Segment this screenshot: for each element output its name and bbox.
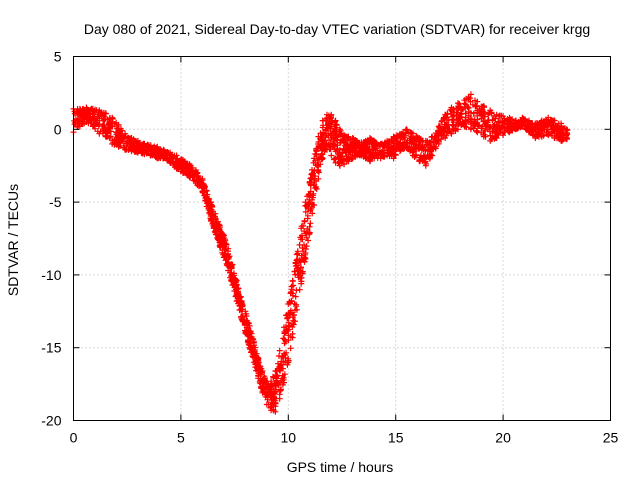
- x-tick-label: 20: [495, 430, 511, 446]
- axis-ticks: 0 5 10 15 20 25 5 0 -5 -10 -15 -20: [41, 49, 618, 446]
- y-tick-label: -20: [41, 413, 61, 429]
- x-tick-label: 25: [603, 430, 619, 446]
- y-tick-label: -10: [41, 267, 61, 283]
- x-axis-label: GPS time / hours: [287, 459, 394, 475]
- plot-frame: [73, 56, 611, 421]
- x-tick-label: 10: [281, 430, 297, 446]
- y-tick-label: 0: [54, 121, 62, 137]
- y-tick-label: 5: [54, 49, 62, 65]
- chart-title: Day 080 of 2021, Sidereal Day-to-day VTE…: [84, 21, 590, 37]
- data-points: [70, 91, 571, 415]
- y-tick-label: -5: [49, 194, 62, 210]
- y-tick-label: -15: [41, 340, 61, 356]
- x-tick-label: 0: [70, 430, 78, 446]
- series-sdtvar-points: [70, 91, 571, 415]
- x-tick-label: 15: [388, 430, 404, 446]
- y-axis-label: SDTVAR / TECUs: [5, 184, 21, 296]
- x-tick-label: 5: [177, 430, 185, 446]
